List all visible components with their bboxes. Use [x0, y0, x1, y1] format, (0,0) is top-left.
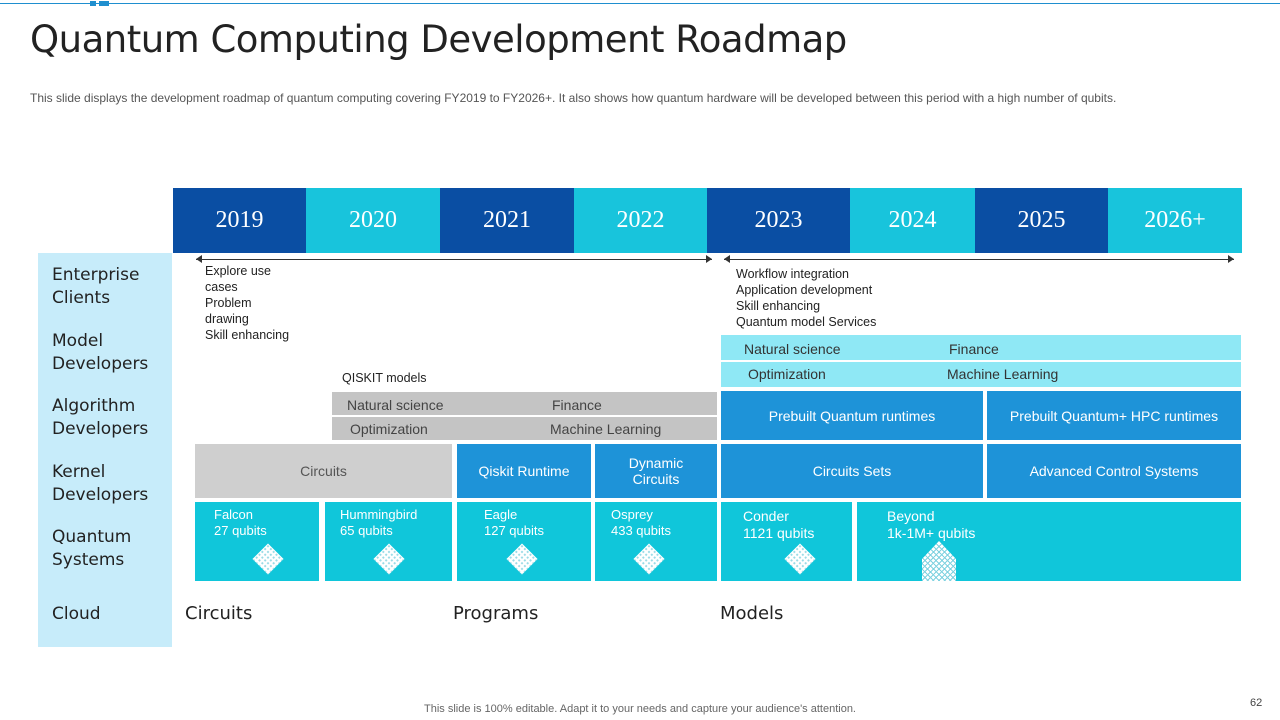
- year-2025: 2025: [975, 188, 1108, 253]
- chip-icon: [633, 543, 665, 575]
- qiskit-natural-science: Natural science: [347, 397, 444, 413]
- model-dev-finance: Finance: [949, 341, 999, 357]
- enterprise-notes-left: Explore use cases Problem drawing Skill …: [205, 264, 290, 342]
- quantum-system-eagle: Eagle 127 qubits: [457, 502, 591, 581]
- kernel-circuits-sets: Circuits Sets: [721, 444, 983, 498]
- top-rule: [0, 3, 1280, 4]
- qiskit-machine-learning: Machine Learning: [550, 421, 662, 437]
- timeline-arrow-right: [724, 255, 1234, 263]
- row-label-cloud: Cloud: [52, 604, 101, 624]
- year-2019: 2019: [173, 188, 306, 253]
- qiskit-models-row-2: [332, 417, 717, 440]
- year-2026-plus: 2026+: [1108, 188, 1242, 253]
- processor-name: Falcon: [214, 507, 254, 522]
- quantum-system-hummingbird: Hummingbird 65 qubits: [325, 502, 452, 581]
- row-label-kernel-developers: Kernel Developers: [52, 462, 149, 505]
- kernel-circuits: Circuits: [195, 444, 452, 498]
- model-dev-natural-science: Natural science: [744, 341, 841, 357]
- page-number: 62: [1250, 697, 1263, 709]
- cloud-label-programs: Programs: [453, 603, 539, 624]
- processor-qubits: 1121 qubits: [743, 525, 815, 541]
- processor-name: Osprey: [611, 507, 653, 522]
- prebuilt-quantum-runtimes: Prebuilt Quantum runtimes: [721, 391, 983, 440]
- model-dev-machine-learning: Machine Learning: [947, 366, 1059, 382]
- row-label-algorithm-developers: Algorithm Developers: [52, 396, 149, 439]
- processor-qubits: 1k-1M+ qubits: [887, 525, 976, 541]
- footer-note: This slide is 100% editable. Adapt it to…: [424, 703, 856, 715]
- top-accent-mark: [90, 1, 96, 6]
- year-2022: 2022: [574, 188, 707, 253]
- row-label-enterprise-clients: Enterprise Clients: [52, 265, 140, 308]
- model-dev-row-1: [721, 335, 1241, 360]
- chip-icon: [252, 543, 284, 575]
- processor-name: Eagle: [484, 507, 518, 522]
- quantum-system-beyond: Beyond 1k-1M+ qubits: [857, 502, 1241, 581]
- prebuilt-quantum-hpc-runtimes: Prebuilt Quantum+ HPC runtimes: [987, 391, 1241, 440]
- row-label-panel: [38, 253, 172, 647]
- top-accent-mark: [99, 1, 109, 6]
- kernel-dynamic-circuits: Dynamic Circuits: [595, 444, 717, 498]
- chip-icon: [506, 543, 538, 575]
- processor-qubits: 27 qubits: [214, 523, 267, 538]
- model-dev-row-2: [721, 362, 1241, 387]
- quantum-system-osprey: Osprey 433 qubits: [595, 502, 717, 581]
- quantum-system-falcon: Falcon 27 qubits: [195, 502, 319, 581]
- chip-icon: [373, 543, 405, 575]
- row-label-model-developers: Model Developers: [52, 331, 149, 374]
- year-2020: 2020: [306, 188, 440, 253]
- year-2021: 2021: [440, 188, 574, 253]
- cloud-label-models: Models: [720, 603, 784, 624]
- qiskit-finance: Finance: [552, 397, 602, 413]
- chip-icon: [784, 543, 816, 575]
- row-label-quantum-systems: Quantum Systems: [52, 527, 132, 570]
- processor-qubits: 433 qubits: [611, 523, 671, 538]
- year-2024: 2024: [850, 188, 975, 253]
- qiskit-models-row-1: [332, 392, 717, 415]
- cloud-label-circuits: Circuits: [185, 603, 253, 624]
- kernel-qiskit-runtime: Qiskit Runtime: [457, 444, 591, 498]
- page-title: Quantum Computing Development Roadmap: [30, 18, 847, 61]
- processor-qubits: 65 qubits: [340, 523, 393, 538]
- processor-qubits: 127 qubits: [484, 523, 544, 538]
- processor-name: Conder: [743, 508, 789, 524]
- processor-name: Hummingbird: [340, 507, 418, 522]
- timeline-arrow-left: [196, 255, 712, 263]
- model-dev-optimization: Optimization: [748, 366, 826, 382]
- page-subtitle: This slide displays the development road…: [30, 91, 1117, 105]
- enterprise-notes-right: Workflow integration Application develop…: [736, 267, 877, 329]
- year-2023: 2023: [707, 188, 850, 253]
- chip-stack-icon: [922, 541, 956, 581]
- quantum-system-conder: Conder 1121 qubits: [721, 502, 852, 581]
- qiskit-models-label: QISKIT models: [342, 371, 427, 385]
- kernel-advanced-control-systems: Advanced Control Systems: [987, 444, 1241, 498]
- qiskit-optimization: Optimization: [350, 421, 428, 437]
- processor-name: Beyond: [887, 508, 935, 524]
